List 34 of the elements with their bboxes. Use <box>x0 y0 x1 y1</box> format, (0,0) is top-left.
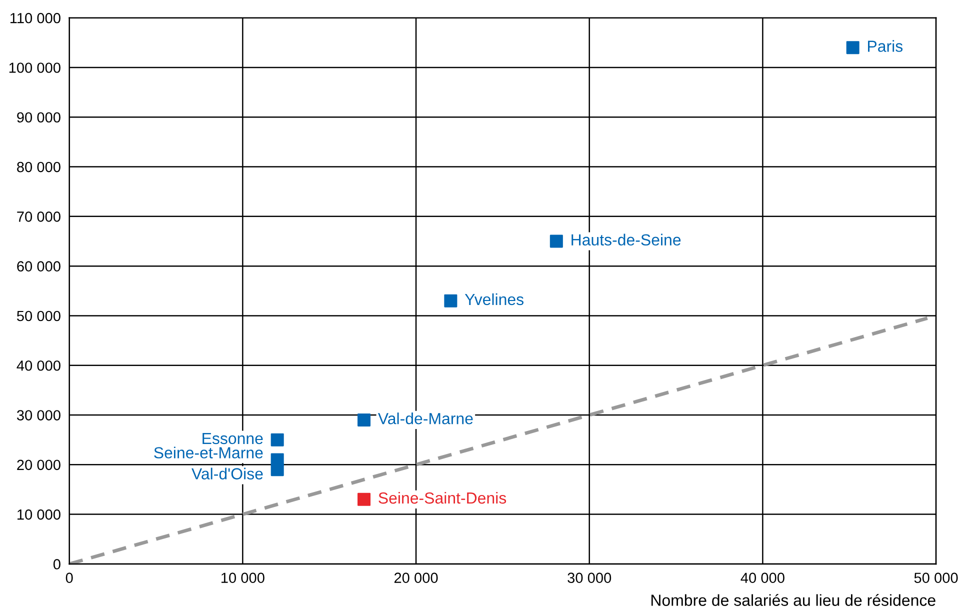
x-tick-label: 40 000 <box>740 572 784 583</box>
y-tick-label: 40 000 <box>16 360 60 371</box>
series-label: Seine-Saint-Denis <box>378 492 506 504</box>
y-tick-label: 110 000 <box>10 12 60 24</box>
x-tick-label: 50 000 <box>914 572 958 583</box>
series-label: Yvelines <box>464 293 524 306</box>
point <box>270 463 284 476</box>
series-label: Val-de-Marne <box>378 412 473 424</box>
x-axis-title: Nombre de salariés au lieu de résidence <box>651 594 936 606</box>
y-tick-label: 10 000 <box>18 509 60 520</box>
x-tick-label: 30 000 <box>568 572 612 583</box>
point <box>444 294 458 308</box>
y-tick-label: 80 000 <box>17 162 60 172</box>
point <box>846 41 860 54</box>
series-label: Hauts-de-Seine <box>572 234 681 246</box>
x-tick-label: 0 <box>66 572 73 583</box>
point <box>270 433 284 446</box>
y-tick-label: 50 000 <box>16 310 60 322</box>
point <box>550 234 563 248</box>
y-tick-label: 60 000 <box>17 261 60 272</box>
y-tick-label: 100 000 <box>9 62 60 73</box>
point <box>358 492 371 506</box>
series-label: Val-d'Oise <box>192 468 263 480</box>
x-tick-label: 20 000 <box>394 572 438 583</box>
y-tick-label: 30 000 <box>16 410 60 420</box>
y-tick-label: 0 <box>53 559 60 570</box>
y-tick-label: 70 000 <box>17 212 60 222</box>
x-tick-label: 10 000 <box>221 572 264 583</box>
point <box>358 413 371 426</box>
y-tick-label: 20 000 <box>17 460 60 470</box>
y-tick-label: 90 000 <box>17 112 60 123</box>
series-label: Essonne <box>202 432 263 444</box>
series-label: Seine-et-Marne <box>154 446 263 458</box>
series-label: Paris <box>868 40 903 52</box>
